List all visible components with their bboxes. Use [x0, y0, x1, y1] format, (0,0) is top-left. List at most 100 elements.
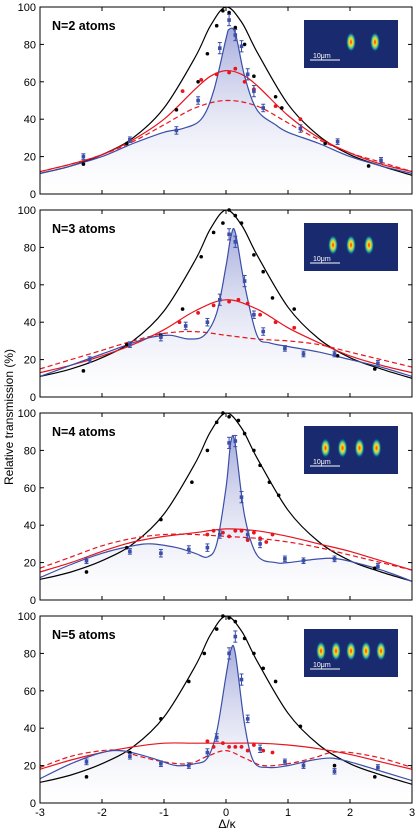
red-data-point: [227, 534, 232, 539]
black-fit-curve: [40, 413, 412, 582]
y-tick-label: 100: [18, 408, 36, 420]
red-data-point: [205, 739, 210, 744]
black-data-point: [180, 307, 185, 311]
atom-spot: [364, 235, 374, 255]
red-data-point: [199, 78, 204, 82]
red-data-point: [177, 320, 182, 325]
red-dashed-curve: [40, 99, 412, 173]
red-data-point: [273, 104, 278, 109]
red-data-point: [252, 530, 256, 535]
black-data-point: [221, 8, 225, 13]
blue-data-point: [379, 158, 383, 163]
black-data-point: [233, 619, 238, 624]
black-data-point: [190, 480, 194, 484]
blue-data-point: [239, 677, 244, 682]
black-data-point: [366, 164, 371, 168]
red-data-point: [292, 325, 297, 330]
black-data-point: [335, 354, 340, 358]
blue-data-point: [187, 547, 191, 552]
black-data-point: [270, 296, 275, 300]
atom-image-inset: 10μm: [304, 20, 398, 68]
x-axis-label: Δ/κ: [218, 817, 236, 831]
blue-data-point: [332, 769, 337, 774]
y-tick-label: 20: [24, 558, 36, 570]
panel-n3: 0 20 40 60 80 100 N=3 atoms 10μm: [18, 205, 413, 404]
red-data-point: [211, 745, 216, 749]
atom-spot: [376, 641, 386, 661]
black-data-point: [373, 566, 377, 571]
blue-data-point: [376, 564, 380, 569]
x-tick-label: 3: [409, 807, 415, 819]
atom-spot: [354, 438, 365, 458]
blue-data-point: [252, 312, 256, 317]
blue-fit-curve: [40, 27, 412, 174]
blue-data-point: [301, 763, 306, 768]
blue-data-point: [233, 239, 238, 244]
atom-spot: [316, 641, 326, 661]
y-tick-label: 40: [24, 317, 36, 329]
red-dashed-curve: [40, 533, 412, 571]
panel-label: N=4 atoms: [52, 425, 116, 439]
black-data-point: [373, 775, 377, 779]
y-tick-label: 80: [24, 242, 36, 254]
red-data-point: [227, 70, 232, 75]
red-data-point: [221, 530, 225, 535]
blue-data-point: [205, 545, 210, 550]
black-data-point: [233, 25, 238, 30]
red-data-point: [211, 303, 216, 308]
blue-data-point: [196, 98, 200, 103]
black-data-point: [202, 651, 207, 656]
red-data-point: [227, 299, 232, 304]
black-data-point: [267, 480, 272, 484]
blue-data-point: [205, 750, 210, 755]
blue-data-point: [283, 760, 287, 764]
blue-data-point: [258, 542, 262, 546]
black-data-point: [125, 342, 129, 347]
blue-data-point: [261, 329, 265, 334]
atom-spot: [331, 641, 341, 661]
blue-data-point: [245, 72, 250, 77]
red-data-point: [239, 528, 244, 533]
red-fit-curve: [40, 299, 412, 374]
blue-data-point: [239, 44, 244, 49]
black-data-point: [242, 431, 247, 436]
black-data-point: [252, 651, 256, 656]
x-tick-label: 2: [347, 807, 353, 819]
blue-data-point: [128, 754, 132, 759]
blue-data-point: [87, 357, 92, 362]
scale-bar-label: 10μm: [313, 53, 331, 60]
red-data-point: [233, 528, 238, 533]
blue-data-point: [128, 342, 132, 347]
blue-area-fill: [40, 28, 412, 194]
y-tick-label: 80: [24, 39, 36, 51]
blue-data-point: [283, 557, 287, 561]
panel-label: N=5 atoms: [52, 628, 116, 642]
atom-spot: [370, 32, 380, 52]
red-data-point: [236, 297, 241, 302]
atom-spot: [320, 438, 331, 458]
black-data-point: [233, 213, 238, 218]
atom-image-inset: 10μm: [304, 629, 398, 677]
black-data-point: [252, 448, 256, 453]
red-dashed-curve: [40, 330, 412, 370]
blue-data-point: [376, 765, 380, 770]
black-data-point: [125, 141, 129, 146]
red-data-point: [233, 66, 238, 71]
red-data-point: [245, 301, 250, 306]
black-data-point: [187, 679, 191, 684]
black-data-point: [227, 10, 231, 15]
blue-fit-curve: [40, 434, 412, 582]
atom-spot: [371, 438, 382, 458]
blue-data-point: [245, 532, 250, 537]
black-data-point: [252, 253, 256, 257]
blue-data-point: [239, 495, 244, 499]
blue-data-point: [227, 441, 231, 445]
y-tick-label: 20: [24, 355, 36, 367]
blue-data-point: [245, 717, 250, 721]
y-tick-label: 60: [24, 280, 36, 292]
y-tick-label: 40: [24, 723, 36, 735]
blue-data-point: [233, 439, 238, 443]
red-data-point: [264, 540, 269, 544]
red-data-point: [245, 538, 250, 543]
blue-data-point: [227, 18, 231, 22]
